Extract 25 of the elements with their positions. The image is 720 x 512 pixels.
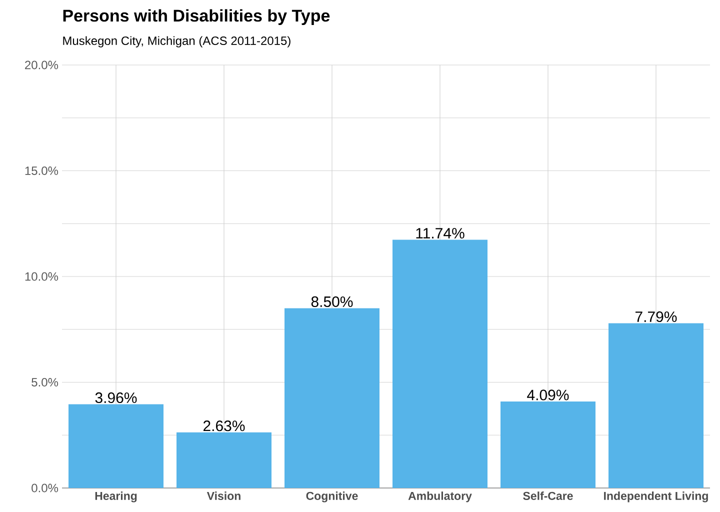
data-label: 4.09% (527, 390, 569, 400)
bar (176, 432, 272, 488)
data-label: 2.63% (203, 420, 245, 432)
x-tick-label: Cognitive (306, 492, 358, 502)
bar (608, 323, 704, 488)
y-tick-label: 0.0% (32, 484, 58, 492)
bar (392, 240, 488, 488)
data-label: 8.50% (311, 296, 353, 308)
chart-title: Persons with Disabilities by Type (63, 9, 330, 26)
y-tick-label: 15.0% (25, 166, 58, 175)
data-label: 7.79% (636, 311, 677, 322)
x-tick-label: Hearing (95, 492, 137, 502)
y-tick-label: 20.0% (25, 60, 58, 70)
x-tick-label: Independent Living (604, 492, 708, 502)
x-tick-label: Ambulatory (408, 492, 472, 502)
chart-subtitle: Muskegon City, Michigan (ACS 2011-2015) (63, 36, 290, 48)
y-tick-label: 5.0% (32, 378, 58, 386)
bar (68, 404, 164, 488)
data-label: 11.74% (416, 228, 464, 239)
bar (500, 402, 596, 488)
x-tick-label: Self-Care (523, 492, 573, 500)
y-tick-label: 10.0% (25, 272, 58, 281)
bar (284, 308, 380, 488)
x-tick-label: Vision (206, 492, 240, 500)
data-label: 3.96% (95, 392, 137, 404)
